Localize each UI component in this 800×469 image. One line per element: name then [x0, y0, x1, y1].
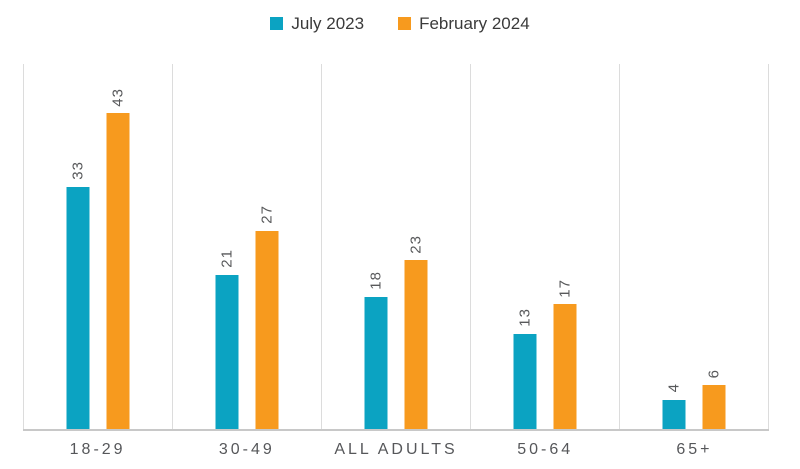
bar-july-2023 [513, 333, 537, 429]
legend-label-july-2023: July 2023 [291, 13, 365, 33]
category-panel: 21 27 [172, 64, 321, 429]
bar-value-label: 6 [705, 368, 722, 378]
bar-value-label: 27 [258, 205, 275, 224]
legend-swatch-july-2023 [270, 17, 284, 30]
bar-group: 21 27 [215, 64, 279, 429]
bar-february-2024 [553, 304, 577, 429]
bar-column: 33 [66, 64, 90, 429]
bar-group: 13 17 [513, 64, 577, 429]
legend-item-february-2024: February 2024 [398, 14, 530, 34]
bar-value-label: 17 [556, 278, 573, 298]
bar-group: 33 43 [66, 64, 130, 429]
category-panel: 13 17 [470, 64, 619, 429]
bar-column: 23 [404, 64, 428, 429]
legend-label-february-2024: February 2024 [419, 13, 530, 33]
bar-february-2024 [404, 260, 428, 429]
bar-july-2023 [662, 399, 686, 429]
legend-item-july-2023: July 2023 [270, 14, 364, 34]
bar-value-label: 23 [407, 234, 424, 254]
bar-column: 18 [364, 64, 388, 429]
bar-column: 13 [513, 64, 537, 429]
category-panel: 18 23 [321, 64, 470, 429]
bar-july-2023 [66, 186, 90, 429]
x-axis-category-label: 18-29 [69, 441, 126, 458]
bar-column: 27 [255, 64, 279, 429]
bar-value-label: 33 [69, 161, 86, 180]
bar-value-label: 43 [109, 87, 126, 107]
x-axis-category-label: ALL ADULTS [334, 441, 458, 458]
bar-chart-plot-area: 33 43 21 27 18 23 13 17 4 6 [23, 64, 769, 431]
x-axis-labels: 18-29 30-49 ALL ADULTS 50-64 65+ [23, 431, 769, 459]
bar-value-label: 13 [516, 307, 533, 327]
chart-legend: July 2023 February 2024 [0, 0, 800, 34]
bar-february-2024 [106, 113, 130, 429]
bar-july-2023 [364, 296, 388, 429]
bar-february-2024 [255, 230, 279, 429]
bar-column: 17 [553, 64, 577, 429]
bar-column: 4 [662, 64, 686, 429]
bar-february-2024 [702, 385, 726, 429]
bar-value-label: 18 [367, 271, 384, 290]
bar-value-label: 21 [218, 249, 235, 268]
x-axis-category-label: 30-49 [218, 441, 275, 458]
category-panel: 33 43 [23, 64, 172, 429]
bar-column: 43 [106, 64, 130, 429]
bar-group: 18 23 [364, 64, 428, 429]
bar-column: 6 [702, 64, 726, 429]
legend-swatch-february-2024 [398, 17, 412, 30]
bar-value-label: 4 [665, 383, 682, 393]
x-axis-category-label: 50-64 [517, 441, 574, 458]
x-axis-category-label: 65+ [676, 441, 713, 458]
bar-column: 21 [215, 64, 239, 429]
bar-july-2023 [215, 274, 239, 429]
